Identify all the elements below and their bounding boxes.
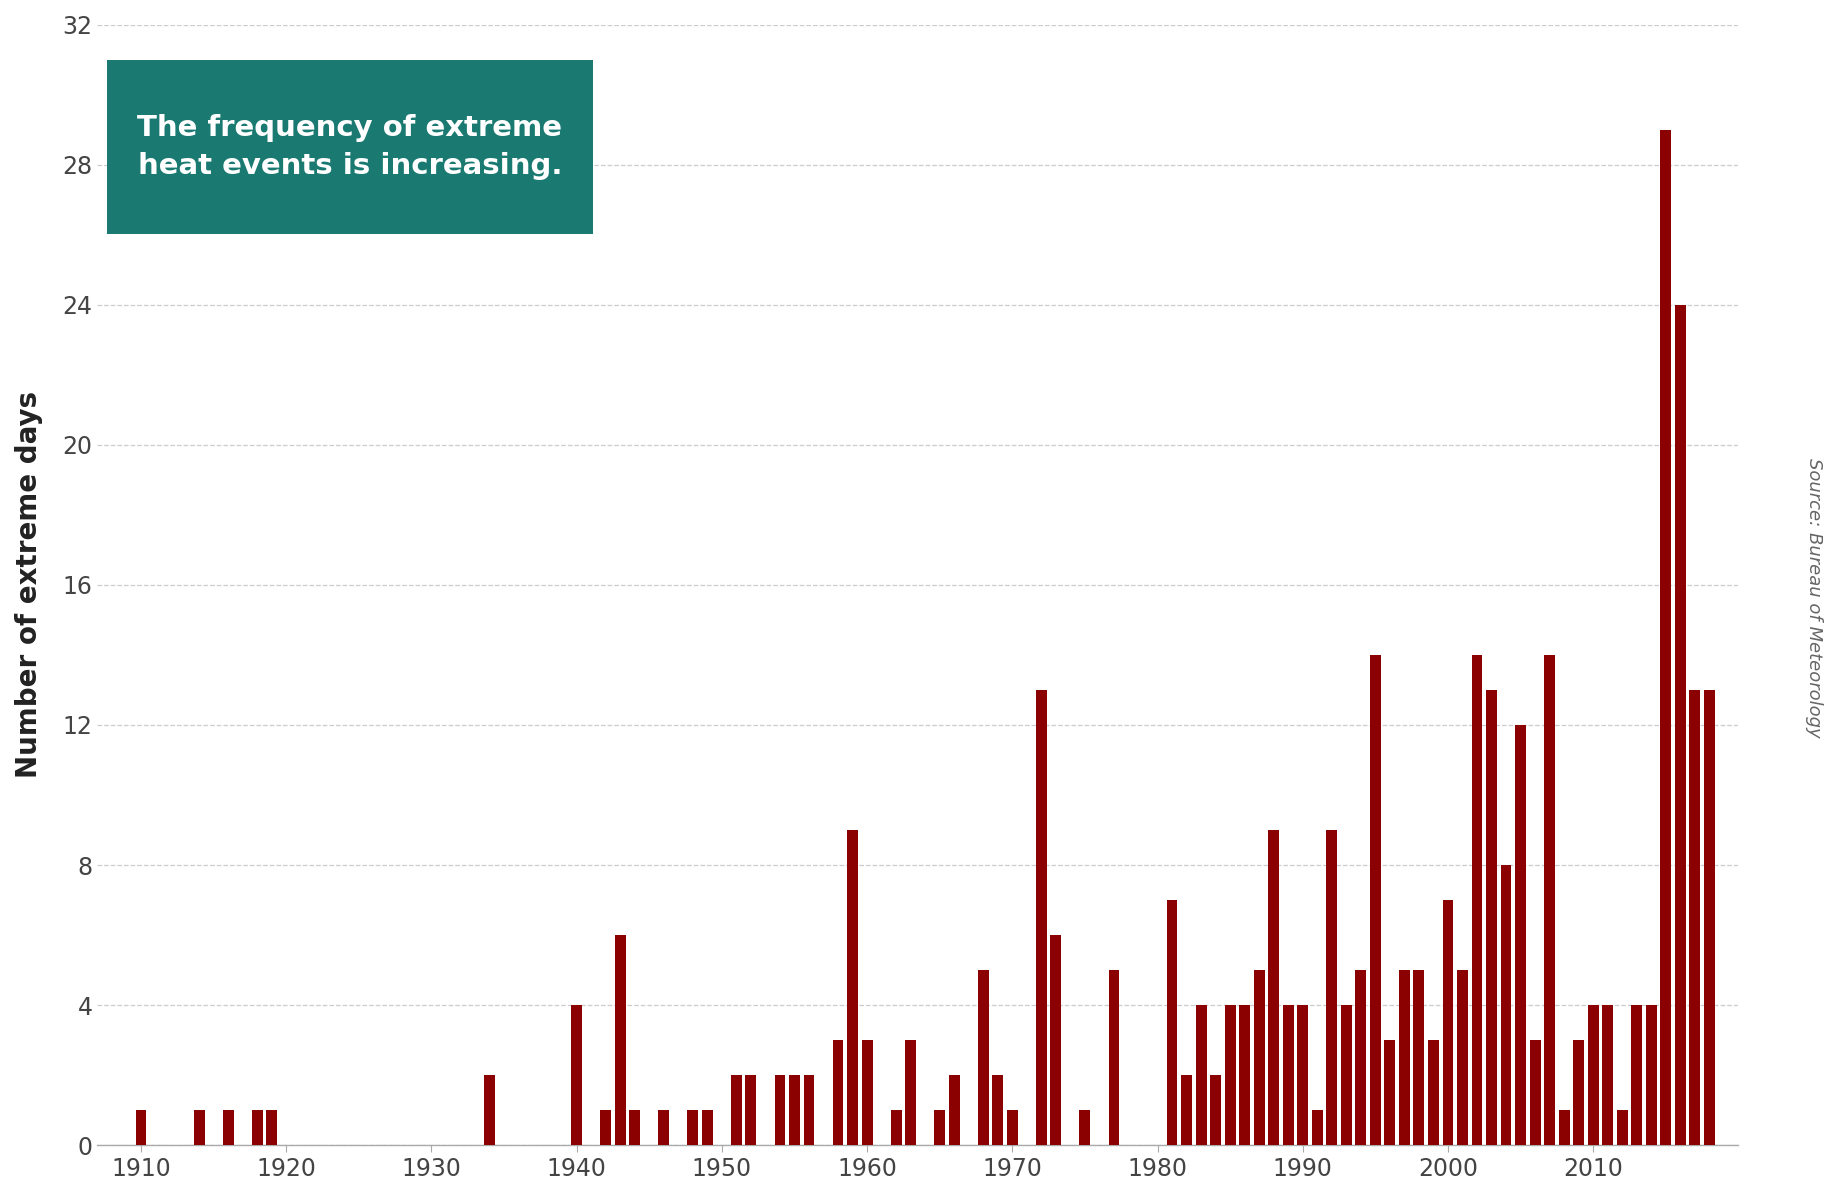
Bar bbox=[949, 1075, 960, 1146]
Bar bbox=[789, 1075, 800, 1146]
Bar bbox=[136, 1110, 147, 1146]
Bar bbox=[1603, 1005, 1614, 1146]
Bar bbox=[775, 1075, 786, 1146]
Bar bbox=[1340, 1005, 1351, 1146]
Bar bbox=[1050, 935, 1061, 1146]
Bar bbox=[890, 1110, 901, 1146]
Bar bbox=[571, 1005, 582, 1146]
Bar bbox=[1195, 1005, 1206, 1146]
Bar bbox=[600, 1110, 611, 1146]
Bar bbox=[1166, 901, 1177, 1146]
Bar bbox=[687, 1110, 698, 1146]
Bar bbox=[1645, 1005, 1656, 1146]
Bar bbox=[1298, 1005, 1309, 1146]
Bar bbox=[804, 1075, 815, 1146]
Bar bbox=[1630, 1005, 1641, 1146]
Bar bbox=[745, 1075, 756, 1146]
Bar bbox=[1458, 970, 1469, 1146]
Bar bbox=[1704, 690, 1715, 1146]
Bar bbox=[1006, 1110, 1017, 1146]
Bar bbox=[1588, 1005, 1599, 1146]
Bar bbox=[861, 1041, 872, 1146]
Text: The frequency of extreme
heat events is increasing.: The frequency of extreme heat events is … bbox=[138, 114, 562, 181]
Bar bbox=[1109, 970, 1120, 1146]
Bar bbox=[266, 1110, 277, 1146]
Bar bbox=[1485, 690, 1496, 1146]
Bar bbox=[193, 1110, 204, 1146]
Bar bbox=[630, 1110, 641, 1146]
Text: Source: Bureau of Meteorology: Source: Bureau of Meteorology bbox=[1805, 458, 1823, 738]
Bar bbox=[485, 1075, 496, 1146]
Bar bbox=[846, 830, 857, 1146]
Bar bbox=[979, 970, 990, 1146]
Bar bbox=[1544, 655, 1555, 1146]
Bar bbox=[935, 1110, 946, 1146]
Bar bbox=[1254, 970, 1265, 1146]
Bar bbox=[905, 1041, 916, 1146]
Bar bbox=[615, 935, 626, 1146]
Bar bbox=[252, 1110, 263, 1146]
Bar bbox=[701, 1110, 712, 1146]
Bar bbox=[659, 1110, 668, 1146]
Bar bbox=[1573, 1041, 1584, 1146]
Y-axis label: Number of extreme days: Number of extreme days bbox=[15, 391, 42, 779]
Bar bbox=[1239, 1005, 1250, 1146]
Bar bbox=[1384, 1041, 1395, 1146]
Bar bbox=[731, 1075, 742, 1146]
Bar bbox=[1471, 655, 1482, 1146]
Bar bbox=[991, 1075, 1002, 1146]
Bar bbox=[1370, 655, 1381, 1146]
Bar bbox=[1500, 865, 1511, 1146]
Bar bbox=[1618, 1110, 1629, 1146]
Bar bbox=[1559, 1110, 1570, 1146]
Bar bbox=[1529, 1041, 1540, 1146]
Bar bbox=[1283, 1005, 1294, 1146]
Bar bbox=[1443, 901, 1454, 1146]
Bar bbox=[1311, 1110, 1322, 1146]
Bar bbox=[1181, 1075, 1192, 1146]
Bar bbox=[1326, 830, 1337, 1146]
Bar bbox=[1399, 970, 1410, 1146]
Bar bbox=[1689, 690, 1700, 1146]
Bar bbox=[832, 1041, 843, 1146]
Bar bbox=[1210, 1075, 1221, 1146]
Bar bbox=[1355, 970, 1366, 1146]
Bar bbox=[1414, 970, 1425, 1146]
Bar bbox=[1515, 725, 1526, 1146]
Bar bbox=[1225, 1005, 1236, 1146]
Bar bbox=[1269, 830, 1280, 1146]
Bar bbox=[1674, 305, 1685, 1146]
Bar bbox=[1080, 1110, 1091, 1146]
Bar bbox=[1660, 129, 1671, 1146]
Bar bbox=[222, 1110, 233, 1146]
Bar bbox=[1036, 690, 1047, 1146]
Bar bbox=[1428, 1041, 1439, 1146]
